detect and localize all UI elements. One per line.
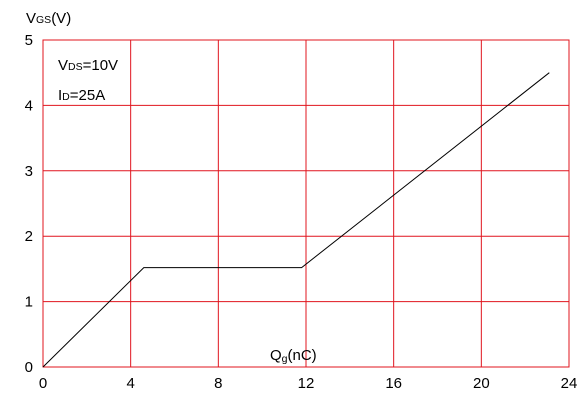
x-tick-label: 8 (214, 375, 222, 392)
x-tick-label: 4 (126, 375, 134, 392)
grid (42, 39, 570, 368)
condition-id: ID=25A (58, 87, 105, 104)
x-tick-label: 20 (473, 375, 490, 392)
y-tick-label: 5 (25, 32, 33, 49)
y-tick-label: 3 (25, 163, 33, 180)
y-tick-label: 2 (25, 228, 33, 245)
plot-frame (42, 39, 570, 368)
y-tick-label: 1 (25, 294, 33, 311)
x-tick-label: 12 (298, 375, 315, 392)
x-axis-label: Qg(nC) (270, 347, 317, 365)
x-tick-label: 16 (385, 375, 402, 392)
y-tick-label: 4 (25, 97, 33, 114)
y-axis-label: VGS(V) (26, 10, 71, 27)
y-tick-label: 0 (25, 359, 33, 376)
condition-vds: VDS=10V (58, 57, 118, 74)
vgs-curve (42, 72, 550, 368)
x-tick-label: 24 (561, 375, 578, 392)
x-tick-label: 0 (39, 375, 47, 392)
